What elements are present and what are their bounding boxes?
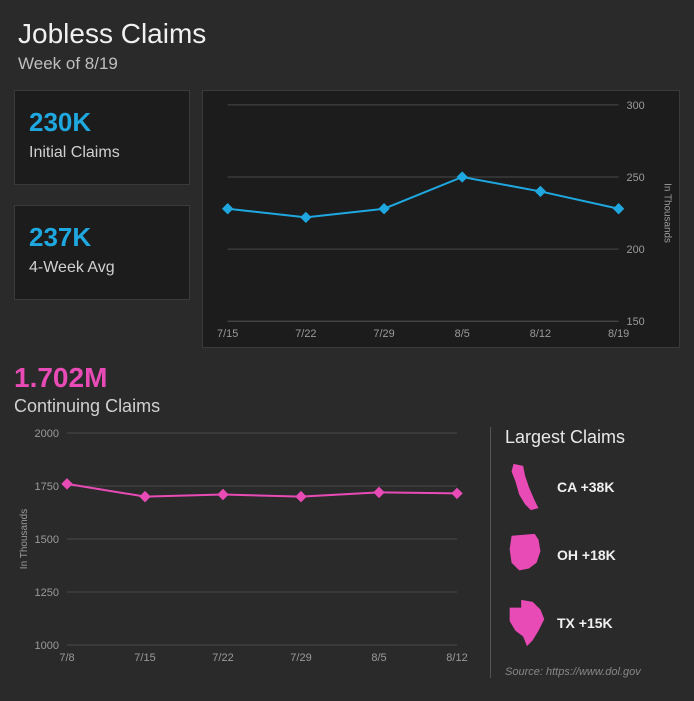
state-shape-tx-icon	[505, 598, 547, 648]
initial-claims-value: 230K	[29, 107, 175, 138]
svg-text:1500: 1500	[35, 534, 59, 546]
svg-text:7/15: 7/15	[134, 652, 155, 664]
state-shape-oh-icon	[505, 530, 547, 580]
source-text: Source: https://www.dol.gov	[505, 666, 680, 678]
svg-text:7/22: 7/22	[212, 652, 233, 664]
svg-text:7/15: 7/15	[217, 328, 238, 340]
bottom-split: 1000 1250 1500 1750 2000 7/8 7/15 7/22 7/29 8/5 8/…	[14, 427, 680, 678]
largest-claims-panel: Largest Claims CA +38K OH +18K TX +15K S…	[490, 427, 680, 678]
state-text: OH +18K	[557, 547, 616, 563]
svg-text:2000: 2000	[35, 428, 59, 440]
page-subtitle: Week of 8/19	[18, 54, 676, 74]
continuing-value: 1.702M	[14, 362, 680, 394]
svg-text:8/12: 8/12	[446, 652, 467, 664]
svg-text:150: 150	[627, 316, 645, 328]
svg-text:200: 200	[627, 244, 645, 256]
chart1-svg: 150 200 250 300 7/15 7/22 7/29 8/5 8/12 8/19 In Th…	[203, 91, 679, 347]
avg-card: 237K 4-Week Avg	[14, 205, 190, 300]
chart2-svg: 1000 1250 1500 1750 2000 7/8 7/15 7/22 7/29 8/5 8/…	[14, 427, 470, 667]
svg-text:7/8: 7/8	[59, 652, 74, 664]
svg-text:1250: 1250	[35, 587, 59, 599]
svg-text:8/5: 8/5	[455, 328, 470, 340]
svg-text:8/12: 8/12	[530, 328, 551, 340]
svg-text:1750: 1750	[35, 481, 59, 493]
bottom-row: 1.702M Continuing Claims 1000 1250 1500 175…	[0, 348, 694, 678]
svg-text:In Thousands: In Thousands	[661, 183, 672, 243]
kpi-cards: 230K Initial Claims 237K 4-Week Avg	[14, 90, 190, 348]
state-text: TX +15K	[557, 615, 613, 631]
state-shape-ca-icon	[505, 462, 547, 512]
svg-text:In Thousands: In Thousands	[19, 509, 30, 569]
svg-text:7/29: 7/29	[373, 328, 394, 340]
avg-value: 237K	[29, 222, 175, 253]
states-container: CA +38K OH +18K TX +15K	[505, 462, 680, 648]
initial-claims-chart: 150 200 250 300 7/15 7/22 7/29 8/5 8/12 8/19 In Th…	[202, 90, 680, 348]
state-text: CA +38K	[557, 479, 614, 495]
continuing-label: Continuing Claims	[14, 396, 680, 417]
svg-text:8/5: 8/5	[371, 652, 386, 664]
svg-text:7/29: 7/29	[290, 652, 311, 664]
avg-label: 4-Week Avg	[29, 259, 175, 277]
continuing-chart: 1000 1250 1500 1750 2000 7/8 7/15 7/22 7/29 8/5 8/…	[14, 427, 470, 667]
initial-claims-label: Initial Claims	[29, 144, 175, 162]
largest-title: Largest Claims	[505, 427, 680, 448]
page-title: Jobless Claims	[18, 18, 676, 50]
svg-text:7/22: 7/22	[295, 328, 316, 340]
initial-claims-card: 230K Initial Claims	[14, 90, 190, 185]
state-row: CA +38K	[505, 462, 680, 512]
header: Jobless Claims Week of 8/19	[0, 0, 694, 80]
state-row: TX +15K	[505, 598, 680, 648]
state-row: OH +18K	[505, 530, 680, 580]
svg-text:8/19: 8/19	[608, 328, 629, 340]
svg-text:1000: 1000	[35, 640, 59, 652]
svg-text:300: 300	[627, 100, 645, 112]
top-row: 230K Initial Claims 237K 4-Week Avg 150 2…	[0, 80, 694, 348]
svg-text:250: 250	[627, 172, 645, 184]
